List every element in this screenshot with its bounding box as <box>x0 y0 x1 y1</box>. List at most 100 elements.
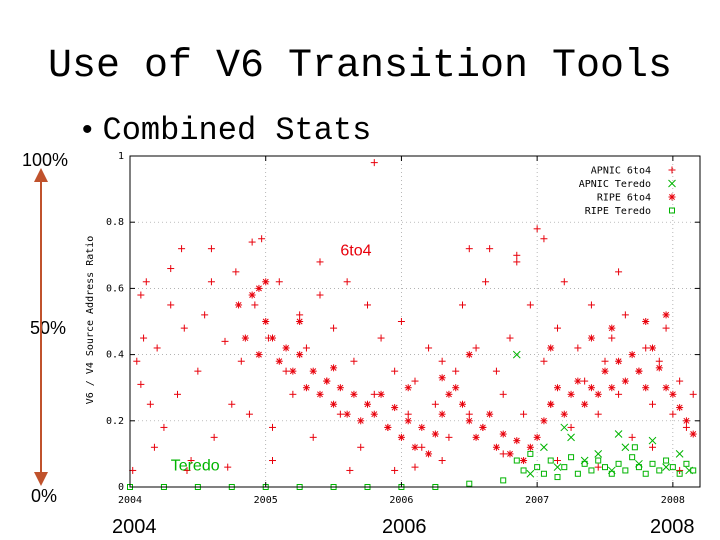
point-s0-96 <box>540 235 548 243</box>
point-s0-23 <box>251 301 259 309</box>
point-s0-80 <box>628 433 636 441</box>
side-label-0: 0% <box>31 486 58 506</box>
point-s3-13 <box>520 467 527 474</box>
point-s0-30 <box>296 311 304 319</box>
point-s0-60 <box>492 367 500 375</box>
point-s0-41 <box>370 390 378 398</box>
point-s2-51 <box>581 400 589 408</box>
point-s0-73 <box>581 377 589 385</box>
point-s2-69 <box>330 364 338 372</box>
point-s2-26 <box>411 443 419 451</box>
x-tick-label-2: 2006 <box>389 495 413 506</box>
point-s2-74 <box>465 351 473 359</box>
point-s0-100 <box>269 457 276 465</box>
point-s3-27 <box>615 460 622 467</box>
point-s0-86 <box>669 410 677 418</box>
point-s2-5 <box>269 334 276 342</box>
point-s2-56 <box>615 357 623 365</box>
point-s2-49 <box>567 390 575 398</box>
year-label-2004: 2004 <box>112 516 157 538</box>
point-s0-10 <box>174 390 181 398</box>
point-s0-37 <box>343 278 351 286</box>
point-s0-61 <box>499 390 507 398</box>
range-arrow <box>34 168 48 486</box>
point-s3-37 <box>683 460 690 467</box>
chart-annotations: 6to4 Teredo <box>171 242 372 474</box>
point-s0-24 <box>258 235 266 243</box>
point-s0-8 <box>160 423 168 431</box>
point-s3-12 <box>513 457 520 464</box>
point-s0-48 <box>418 443 426 451</box>
point-s1-11 <box>662 463 670 471</box>
point-s2-37 <box>486 410 494 418</box>
y-tick-label-4: 0.8 <box>106 217 124 228</box>
legend-marker-3 <box>669 207 675 214</box>
arrow-head-up <box>34 168 48 182</box>
point-s2-45 <box>540 417 548 425</box>
legend-label-2: RIPE 6to4 <box>597 193 651 204</box>
point-s2-53 <box>594 390 602 398</box>
point-s0-108 <box>594 463 602 471</box>
point-s0-110 <box>649 443 656 451</box>
point-s2-18 <box>357 417 365 425</box>
point-s2-32 <box>452 384 460 392</box>
point-s0-76 <box>601 357 609 365</box>
point-s0-111 <box>411 463 419 471</box>
side-label-50: 50% <box>30 318 67 338</box>
point-s0-109 <box>676 466 684 474</box>
point-s0-16 <box>207 278 215 286</box>
point-s2-21 <box>377 390 385 398</box>
year-label-2006: 2006 <box>382 516 427 538</box>
point-s0-74 <box>587 301 595 309</box>
point-s2-16 <box>343 410 351 418</box>
point-s2-42 <box>520 457 528 465</box>
point-s2-54 <box>601 367 609 375</box>
point-s2-59 <box>635 367 643 375</box>
point-s0-71 <box>567 423 575 431</box>
point-s3-23 <box>588 467 595 474</box>
point-s2-64 <box>669 390 677 398</box>
point-s1-0 <box>512 350 521 359</box>
bullet-text: Combined Stats <box>102 112 372 149</box>
point-s0-98 <box>137 291 145 299</box>
point-s2-68 <box>262 278 270 286</box>
point-s2-7 <box>282 344 290 352</box>
point-s2-60 <box>642 384 650 392</box>
point-s3-34 <box>663 457 670 464</box>
point-s1-6 <box>594 450 603 458</box>
annotation-1: Teredo <box>171 457 220 474</box>
point-s0-54 <box>459 301 466 309</box>
y-tick-label-3: 0.6 <box>106 283 124 294</box>
annotation-0: 6to4 <box>340 242 371 259</box>
point-s0-26 <box>269 423 276 431</box>
point-s0-70 <box>560 278 568 286</box>
point-s0-28 <box>282 367 290 375</box>
point-s2-36 <box>479 423 487 431</box>
point-s0-4 <box>142 278 150 286</box>
point-s2-29 <box>431 430 439 438</box>
point-s0-103 <box>554 457 561 465</box>
y-tick-label-1: 0.2 <box>106 416 124 427</box>
point-s2-77 <box>438 374 446 382</box>
point-s2-20 <box>370 410 378 418</box>
point-s2-19 <box>364 400 371 408</box>
point-s0-64 <box>520 410 528 418</box>
point-s1-3 <box>553 463 562 471</box>
point-s2-2 <box>262 318 270 325</box>
point-s2-15 <box>336 384 344 392</box>
point-s2-25 <box>404 417 412 425</box>
point-s2-55 <box>608 384 616 392</box>
point-s0-106 <box>346 466 354 474</box>
point-s0-19 <box>228 400 236 408</box>
legend-marker-1 <box>668 179 676 188</box>
point-s2-62 <box>655 364 663 372</box>
point-s0-107 <box>499 450 507 458</box>
point-s0-12 <box>180 324 188 332</box>
point-s3-32 <box>649 460 656 467</box>
point-s2-39 <box>499 430 507 438</box>
point-s0-97 <box>615 268 623 276</box>
point-s0-49 <box>425 344 433 352</box>
point-s2-40 <box>506 450 514 458</box>
point-s3-18 <box>554 474 561 481</box>
point-s0-7 <box>153 344 161 352</box>
